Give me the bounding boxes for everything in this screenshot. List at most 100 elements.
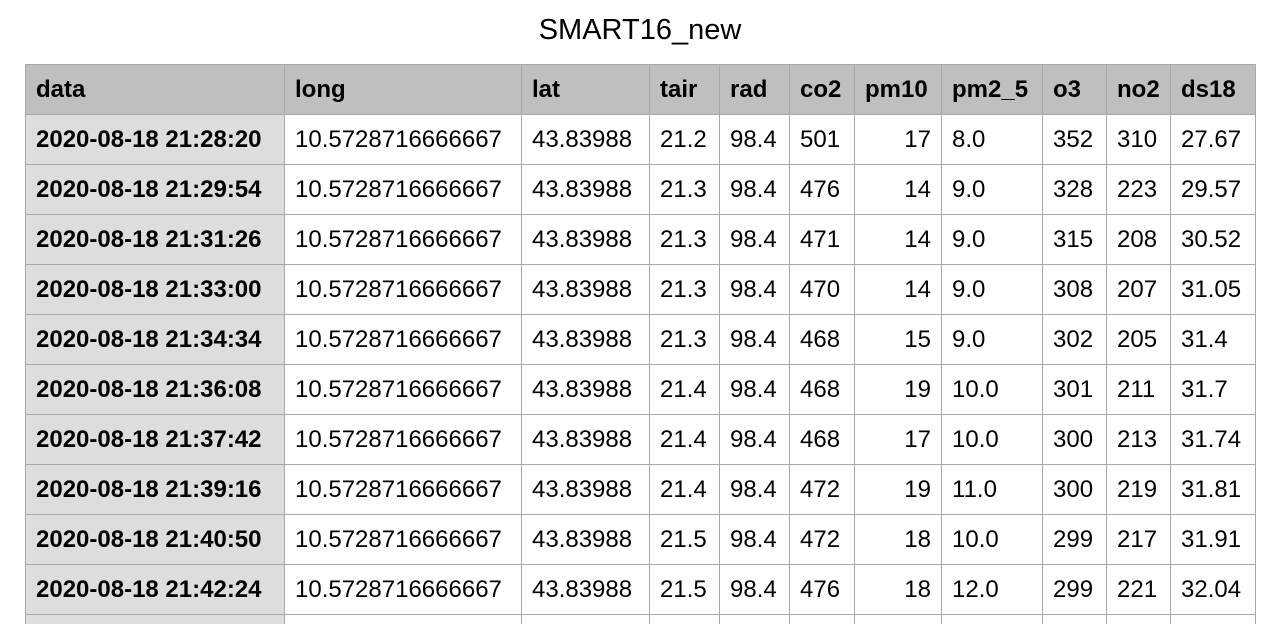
cell-data[interactable]: 2020-08-18 21:39:16 xyxy=(25,464,285,515)
cell-data[interactable]: 2020-08-18 21:31:26 xyxy=(25,214,285,265)
cell-tair[interactable]: 21.4 xyxy=(649,464,720,515)
column-header-no2[interactable]: no2 xyxy=(1106,64,1171,115)
cell-pm10[interactable]: 14 xyxy=(854,214,942,265)
cell-pm2-5[interactable]: 11.0 xyxy=(941,464,1043,515)
cell-lat[interactable]: 43.83988 xyxy=(521,364,650,415)
cell-o3[interactable]: 352 xyxy=(1042,114,1107,165)
cell-o3[interactable]: 302 xyxy=(1042,314,1107,365)
cell-rad[interactable]: 98.4 xyxy=(719,214,790,265)
cell-pm10[interactable]: 19 xyxy=(854,364,942,415)
cell-lat[interactable]: 43.83988 xyxy=(521,414,650,465)
cell-long[interactable]: 10.5728716666667 xyxy=(284,214,522,265)
cell-co2[interactable]: 471 xyxy=(789,214,855,265)
column-header-tair[interactable]: tair xyxy=(649,64,720,115)
column-header-data[interactable]: data xyxy=(25,64,285,115)
cell-pm10[interactable]: 19 xyxy=(854,464,942,515)
cell-pm10[interactable]: 14 xyxy=(854,264,942,315)
cell-long[interactable]: 10.5728716666667 xyxy=(284,314,522,365)
cell-pm2-5[interactable]: 8.0 xyxy=(941,114,1043,165)
cell-tair[interactable]: 21.5 xyxy=(649,514,720,565)
cell-no2[interactable]: 219 xyxy=(1106,464,1171,515)
cell-no2[interactable]: 205 xyxy=(1106,314,1171,365)
cell-no2[interactable]: 223 xyxy=(1106,164,1171,215)
cell-data[interactable]: 2020-08-18 21:40:50 xyxy=(25,514,285,565)
cell-no2[interactable]: 217 xyxy=(1106,514,1171,565)
cell-o3[interactable]: 300 xyxy=(1042,464,1107,515)
cell-pm2-5[interactable]: 9.0 xyxy=(941,314,1043,365)
cell-tair[interactable]: 21.3 xyxy=(649,164,720,215)
cell-long[interactable]: 10.5728716666667 xyxy=(284,364,522,415)
cell-pm10[interactable]: 18 xyxy=(854,564,942,615)
cell-no2[interactable]: 310 xyxy=(1106,114,1171,165)
cell-pm2-5[interactable]: 10.0 xyxy=(941,514,1043,565)
cell-ds18[interactable]: 29.57 xyxy=(1170,164,1256,215)
cell-tair[interactable]: 21.2 xyxy=(649,114,720,165)
cell-o3[interactable]: 299 xyxy=(1042,514,1107,565)
cell-o3[interactable]: 328 xyxy=(1042,164,1107,215)
cell-co2[interactable]: 470 xyxy=(789,264,855,315)
cell-no2[interactable]: 221 xyxy=(1106,564,1171,615)
cell-co2[interactable]: 472 xyxy=(789,514,855,565)
cell-long[interactable]: 10.5728716666667 xyxy=(284,564,522,615)
cell-ds18[interactable]: 27.67 xyxy=(1170,114,1256,165)
cell-long[interactable]: 10.5728716666667 xyxy=(284,414,522,465)
cell-rad[interactable]: 98.4 xyxy=(719,464,790,515)
cell-ds18[interactable]: 31.7 xyxy=(1170,364,1256,415)
cell-tair[interactable]: 21.4 xyxy=(649,364,720,415)
cell-pm2-5[interactable]: 9.0 xyxy=(941,214,1043,265)
column-header-co2[interactable]: co2 xyxy=(789,64,855,115)
cell-pm2-5[interactable]: 9.0 xyxy=(941,264,1043,315)
cell-lat[interactable]: 43.83988 xyxy=(521,164,650,215)
column-header-rad[interactable]: rad xyxy=(719,64,790,115)
cell-rad[interactable]: 98.4 xyxy=(719,364,790,415)
cell-co2[interactable]: 476 xyxy=(789,564,855,615)
column-header-ds18[interactable]: ds18 xyxy=(1170,64,1256,115)
cell-lat[interactable]: 43.83988 xyxy=(521,114,650,165)
cell-o3[interactable]: 315 xyxy=(1042,214,1107,265)
cell-ds18[interactable]: 31.81 xyxy=(1170,464,1256,515)
cell-pm10[interactable]: 15 xyxy=(854,314,942,365)
cell-lat[interactable]: 43.83988 xyxy=(521,514,650,565)
cell-long[interactable]: 10.5728716666667 xyxy=(284,114,522,165)
cell-rad[interactable]: 98.4 xyxy=(719,114,790,165)
cell-co2[interactable]: 472 xyxy=(789,464,855,515)
cell-pm10[interactable]: 14 xyxy=(854,164,942,215)
cell-rad[interactable]: 98.4 xyxy=(719,264,790,315)
cell-ds18[interactable]: 31.91 xyxy=(1170,514,1256,565)
cell-data[interactable]: 2020-08-18 21:29:54 xyxy=(25,164,285,215)
cell-data[interactable]: 2020-08-18 21:33:00 xyxy=(25,264,285,315)
cell-long[interactable]: 10.5728716666667 xyxy=(284,164,522,215)
cell-lat[interactable]: 43.83988 xyxy=(521,314,650,365)
column-header-o3[interactable]: o3 xyxy=(1042,64,1107,115)
cell-co2[interactable]: 468 xyxy=(789,364,855,415)
cell-ds18[interactable]: 31.74 xyxy=(1170,414,1256,465)
cell-pm2-5[interactable]: 9.0 xyxy=(941,164,1043,215)
cell-pm10[interactable]: 17 xyxy=(854,414,942,465)
cell-pm10[interactable]: 17 xyxy=(854,114,942,165)
cell-data[interactable]: 2020-08-18 21:34:34 xyxy=(25,314,285,365)
cell-co2[interactable]: 476 xyxy=(789,164,855,215)
cell-tair[interactable]: 21.3 xyxy=(649,314,720,365)
cell-tair[interactable]: 21.3 xyxy=(649,264,720,315)
cell-ds18[interactable]: 32.04 xyxy=(1170,564,1256,615)
column-header-pm2_5[interactable]: pm2_5 xyxy=(941,64,1043,115)
column-header-long[interactable]: long xyxy=(284,64,522,115)
cell-pm2-5[interactable]: 10.0 xyxy=(941,414,1043,465)
column-header-pm10[interactable]: pm10 xyxy=(854,64,942,115)
cell-ds18[interactable]: 31.4 xyxy=(1170,314,1256,365)
cell-co2[interactable]: 468 xyxy=(789,314,855,365)
cell-data[interactable]: 2020-08-18 21:42:24 xyxy=(25,564,285,615)
cell-lat[interactable]: 43.83988 xyxy=(521,264,650,315)
cell-ds18[interactable]: 30.52 xyxy=(1170,214,1256,265)
cell-long[interactable]: 10.5728716666667 xyxy=(284,514,522,565)
cell-no2[interactable]: 213 xyxy=(1106,414,1171,465)
cell-co2[interactable]: 501 xyxy=(789,114,855,165)
cell-rad[interactable]: 98.4 xyxy=(719,514,790,565)
cell-pm10[interactable]: 18 xyxy=(854,514,942,565)
cell-no2[interactable]: 208 xyxy=(1106,214,1171,265)
cell-long[interactable]: 10.5728716666667 xyxy=(284,464,522,515)
cell-tair[interactable]: 21.3 xyxy=(649,214,720,265)
cell-o3[interactable]: 300 xyxy=(1042,414,1107,465)
cell-o3[interactable]: 308 xyxy=(1042,264,1107,315)
cell-o3[interactable]: 299 xyxy=(1042,564,1107,615)
